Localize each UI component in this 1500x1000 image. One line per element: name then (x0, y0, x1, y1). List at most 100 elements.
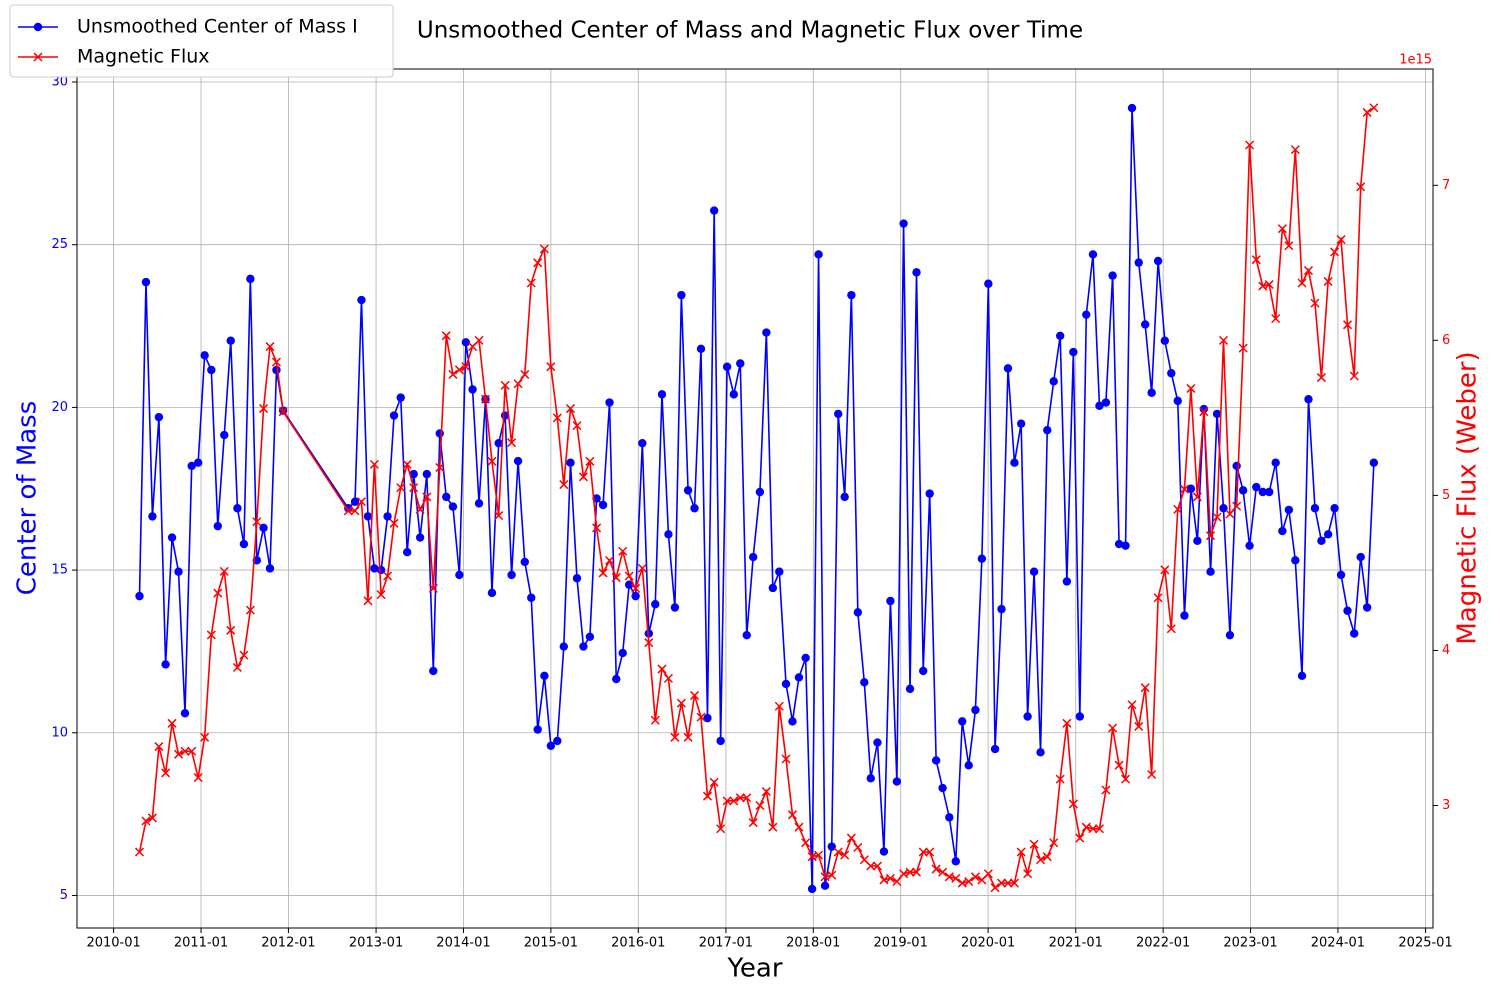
data-point (899, 869, 909, 879)
data-point (1278, 526, 1287, 536)
data-point (605, 555, 615, 566)
data-point (931, 756, 941, 765)
data-point (905, 684, 915, 694)
data-point (996, 878, 1007, 888)
data-point (1095, 401, 1104, 410)
data-point (1114, 539, 1124, 549)
data-point (1343, 606, 1352, 615)
data-point (363, 596, 373, 606)
data-point (1310, 298, 1320, 308)
data-point (1193, 536, 1202, 545)
data-point (1153, 593, 1163, 603)
data-point (1290, 145, 1300, 155)
data-point (259, 523, 268, 532)
data-point (650, 715, 660, 725)
data-point (1075, 712, 1085, 721)
data-point (1219, 504, 1228, 513)
data-point (507, 438, 517, 448)
data-point (833, 847, 843, 857)
x-tick-label: 2013-01 (349, 936, 403, 951)
data-point (611, 573, 621, 583)
data-point (174, 567, 183, 576)
data-point (892, 876, 902, 887)
data-point (507, 570, 516, 580)
data-point (383, 571, 393, 581)
y2-axis-label: Magnetic Flux (Weber) (1453, 351, 1483, 644)
data-point (474, 335, 484, 345)
data-point (141, 816, 151, 826)
data-point (807, 884, 817, 894)
data-point (1303, 266, 1314, 276)
data-point (1036, 748, 1045, 757)
data-point (1127, 103, 1137, 113)
y2-tick-label: 6 (1442, 333, 1450, 348)
data-point (729, 796, 739, 806)
data-point (546, 362, 556, 372)
data-point (631, 583, 641, 593)
data-point (154, 412, 164, 422)
data-point (801, 838, 811, 848)
y2-tick-label: 7 (1442, 178, 1450, 193)
data-point (494, 438, 503, 448)
y2-tick-label: 4 (1442, 643, 1450, 658)
y2-tick-label: 5 (1442, 488, 1450, 503)
data-point (1016, 419, 1026, 428)
data-point (578, 472, 588, 482)
data-point (1049, 377, 1058, 386)
x-tick-label: 2017-01 (699, 936, 753, 951)
data-point (703, 713, 712, 723)
data-point (918, 847, 928, 857)
data-point (997, 604, 1006, 614)
data-point (618, 546, 628, 556)
data-point (1264, 279, 1274, 290)
data-point (1036, 855, 1046, 865)
data-point (1160, 336, 1170, 345)
data-point (977, 554, 987, 563)
data-point (1349, 371, 1359, 381)
data-point (461, 362, 471, 372)
data-point (1147, 769, 1157, 780)
data-point (206, 630, 216, 640)
data-point (1140, 683, 1150, 693)
data-point (631, 591, 640, 601)
data-point (945, 813, 954, 822)
data-point (252, 517, 262, 527)
data-point (840, 492, 849, 502)
data-point (487, 456, 497, 466)
data-point (566, 458, 575, 467)
data-point (761, 787, 771, 797)
data-point (788, 717, 797, 726)
data-point (239, 650, 249, 660)
data-point (1245, 541, 1254, 550)
data-point (200, 351, 209, 360)
data-point (1317, 536, 1326, 545)
data-point (370, 564, 379, 573)
data-point (971, 705, 980, 715)
data-point (1029, 567, 1039, 576)
data-point (1023, 869, 1033, 879)
data-point (899, 219, 908, 228)
data-point (213, 521, 222, 531)
plot-area: 2010-01 2011-01 2012-01 2013-01 2014-01 2015-… (51, 68, 1453, 951)
data-point (135, 591, 144, 601)
data-point (990, 883, 1000, 893)
data-point (755, 800, 765, 811)
data-point (1094, 824, 1104, 834)
data-point (1232, 501, 1242, 511)
data-point (984, 279, 993, 288)
data-point (1316, 373, 1326, 383)
data-point (892, 777, 902, 786)
data-point (480, 394, 491, 404)
data-point (226, 336, 235, 345)
data-point (500, 380, 510, 390)
data-point (442, 492, 451, 502)
data-point (1356, 552, 1365, 562)
data-point (925, 847, 935, 857)
data-point (559, 642, 568, 651)
data-point (350, 506, 360, 516)
data-point (1081, 822, 1091, 832)
data-point (474, 499, 484, 508)
data-point (1356, 182, 1366, 192)
data-point (553, 736, 562, 746)
data-point (1291, 556, 1300, 565)
